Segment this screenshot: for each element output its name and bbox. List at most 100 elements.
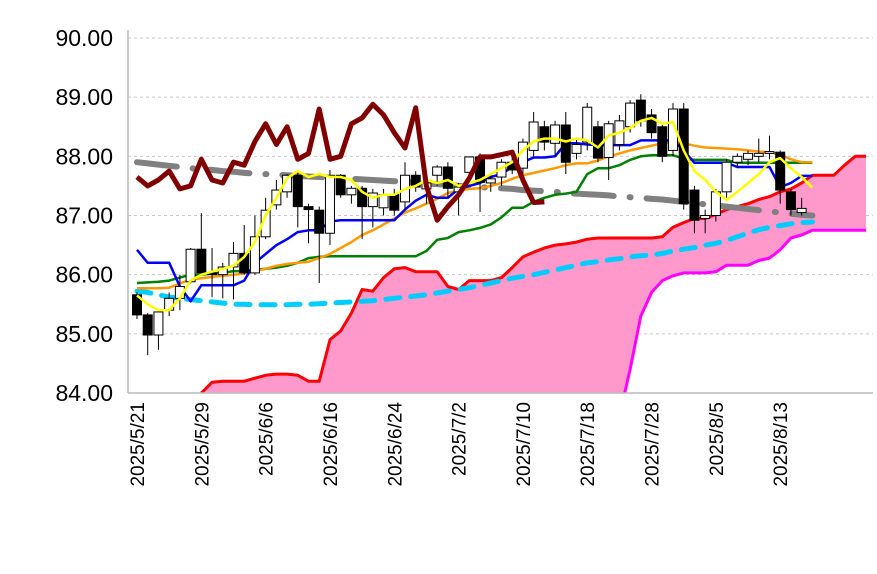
candle	[668, 103, 678, 157]
y-tick-label: 86.00	[55, 262, 113, 288]
y-tick-label: 87.00	[55, 203, 113, 229]
candle	[732, 153, 743, 169]
candle	[528, 111, 539, 157]
candle-body-down	[785, 191, 796, 211]
candle-body-down	[132, 294, 142, 316]
candle	[249, 215, 260, 275]
candle-body-down	[775, 151, 786, 191]
candle	[796, 197, 807, 216]
series-ma-gray	[134, 159, 816, 219]
x-tick-label: 2025/7/10	[514, 402, 535, 487]
candle	[678, 103, 689, 210]
candle	[700, 209, 711, 234]
candle-body-down	[292, 174, 303, 208]
x-tick-label: 2025/7/18	[578, 402, 599, 487]
candle-body-down	[142, 314, 153, 336]
candle-body-down	[560, 124, 571, 163]
candle-body-up	[668, 108, 678, 151]
candle-body-down	[539, 126, 550, 143]
candle-body-up	[571, 144, 582, 154]
candle	[753, 138, 764, 163]
candle-body-down	[357, 187, 368, 208]
candle-body-up	[625, 102, 636, 128]
indicator-lines	[134, 139, 866, 393]
candle-body-up	[367, 192, 378, 208]
candle-body-down	[389, 193, 400, 211]
x-tick-label: 2025/5/29	[192, 402, 213, 487]
candle	[582, 103, 593, 151]
candle	[646, 109, 657, 139]
candle	[410, 171, 421, 192]
candle	[153, 310, 164, 350]
candle-body-down	[303, 206, 314, 211]
candle-body-up	[796, 207, 807, 214]
candle	[785, 188, 796, 216]
candle	[571, 138, 582, 160]
series-senkou-b	[623, 228, 866, 393]
candle	[292, 171, 303, 228]
y-tick-label: 84.00	[55, 380, 113, 406]
candle	[196, 213, 207, 275]
candle-body-down	[442, 166, 453, 189]
x-tick-label: 2025/7/2	[450, 402, 471, 476]
candle-body-up	[346, 187, 357, 196]
candle	[367, 188, 378, 228]
candle	[721, 159, 732, 198]
candle-body-up	[721, 161, 732, 193]
candle	[314, 206, 325, 283]
candle-body-down	[314, 209, 325, 234]
y-tick-label: 89.00	[55, 84, 113, 110]
candle	[142, 313, 153, 356]
candle-body-up	[764, 151, 775, 154]
candle-body-down	[335, 174, 346, 196]
candle	[378, 188, 389, 216]
candle	[657, 123, 668, 163]
candle	[400, 162, 410, 210]
candle-body-down	[635, 99, 646, 122]
candle-body-up	[324, 174, 335, 234]
x-tick-label: 2025/6/24	[385, 402, 406, 487]
candle-body-up	[528, 121, 539, 151]
candle	[346, 185, 357, 204]
candle-body-down	[689, 189, 700, 221]
candle	[303, 203, 314, 244]
candle-body-up	[185, 248, 196, 283]
series-ma-long-cyan	[134, 219, 815, 308]
candle	[603, 120, 614, 180]
candle-body-up	[700, 215, 711, 219]
candle	[743, 150, 754, 166]
candle-body-up	[432, 166, 443, 176]
candle-body-up	[153, 311, 164, 336]
candle-body-down	[196, 248, 207, 274]
y-tick-label: 90.00	[55, 25, 113, 51]
candle	[592, 120, 603, 163]
candle-body-down	[239, 252, 250, 274]
series-blue	[136, 139, 813, 303]
x-tick-label: 2025/6/6	[257, 402, 278, 476]
candles	[132, 94, 807, 356]
candle-body-up	[743, 152, 754, 160]
x-axis: 2025/5/21 2025/5/29 2025/6/6 2025/6/16 2025/…	[128, 402, 792, 487]
series-senkou-a	[200, 154, 866, 393]
x-tick-label: 2025/8/5	[707, 402, 728, 476]
candle-body-up	[282, 174, 293, 193]
candle-body-up	[550, 124, 561, 144]
candle	[324, 169, 335, 246]
y-tick-label: 88.00	[55, 143, 113, 169]
candle	[689, 185, 700, 234]
candle	[357, 185, 368, 240]
candle-body-up	[249, 236, 260, 274]
x-tick-label: 2025/5/21	[128, 402, 149, 487]
x-tick-label: 2025/7/28	[643, 402, 664, 487]
candle-body-up	[485, 178, 496, 184]
candle-body-up	[753, 152, 764, 157]
candle-body-down	[657, 126, 668, 157]
series-chikou	[135, 101, 545, 223]
y-axis: 84.00 85.00 86.00 87.00 88.00 89.00 90.00	[55, 25, 113, 406]
candle-body-up	[582, 106, 593, 143]
y-tick-label: 85.00	[55, 321, 113, 347]
candle-body-down	[678, 108, 689, 205]
x-tick-label: 2025/6/16	[321, 402, 342, 487]
candle-body-down	[646, 114, 657, 134]
